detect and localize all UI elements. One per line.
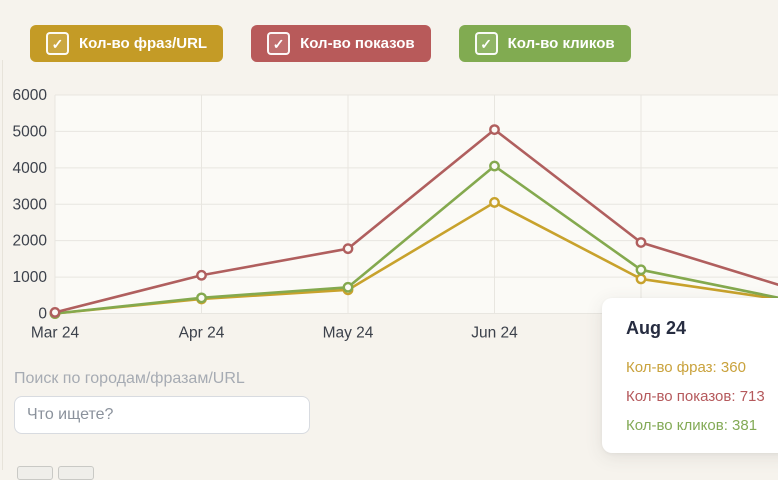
checkbox-checked-icon: ✓ [474, 32, 498, 55]
data-point-marker[interactable] [489, 160, 500, 172]
series-line-2 [53, 128, 778, 314]
search-input[interactable] [14, 396, 310, 434]
tooltip-rows: Кол-во фраз: 360 Кол-во показов: 713 Кол-в… [626, 353, 778, 440]
data-point-marker[interactable] [635, 273, 647, 285]
bottom-cutoff-button-2[interactable] [58, 466, 94, 480]
checkbox-checked-icon: ✓ [46, 32, 69, 55]
chart-tooltip: Aug 24 Кол-во фраз: 360 Кол-во показов: 7… [602, 298, 778, 453]
tooltip-row-0: Кол-во фраз: 360 [626, 359, 746, 376]
data-point-marker[interactable] [196, 269, 207, 281]
tooltip-title: Aug 24 [626, 318, 687, 338]
panel-left-border [2, 60, 3, 470]
data-point-marker[interactable] [635, 264, 647, 276]
chart-legend: ✓ Кол-во фраз/URL ✓ Кол-во показов ✓ Кол-во к… [30, 25, 631, 62]
data-point-marker[interactable] [196, 292, 207, 304]
y-tick-label: 5000 [13, 123, 48, 140]
data-point-marker[interactable] [635, 237, 647, 248]
y-tick-label: 3000 [13, 196, 48, 213]
y-tick-label: 1000 [13, 269, 48, 286]
series-line-1 [53, 164, 778, 315]
legend-toggle-1[interactable]: ✓ Кол-во показов [251, 25, 431, 62]
x-tick-label: May 24 [323, 325, 374, 342]
y-tick-label: 4000 [13, 160, 48, 177]
dashboard-panel: ✓ Кол-во фраз/URL ✓ Кол-во показов ✓ Кол-во к… [2, 25, 778, 480]
y-tick-label: 2000 [13, 233, 48, 250]
legend-label: Кол-во кликов [507, 35, 615, 52]
data-point-marker[interactable] [49, 307, 61, 318]
data-point-marker[interactable] [489, 197, 500, 208]
legend-toggle-0[interactable]: ✓ Кол-во фраз/URL [30, 25, 224, 62]
x-tick-label: Jun 24 [471, 325, 518, 342]
legend-label: Кол-во фраз/URL [79, 35, 208, 52]
data-point-marker[interactable] [342, 243, 354, 255]
y-tick-label: 0 [38, 306, 47, 323]
bottom-cutoff-button-1[interactable] [17, 466, 53, 480]
x-tick-label: Mar 24 [31, 325, 80, 342]
tooltip-row-2: Кол-во кликов: 381 [626, 417, 758, 434]
checkbox-checked-icon: ✓ [267, 32, 291, 55]
y-tick-label: 6000 [13, 87, 48, 104]
data-point-marker[interactable] [342, 281, 354, 293]
x-tick-label: Apr 24 [179, 325, 225, 342]
legend-label: Кол-во показов [300, 35, 415, 52]
search-label: Поиск по городам/фразам/URL [14, 370, 245, 387]
legend-toggle-2[interactable]: ✓ Кол-во кликов [458, 25, 631, 62]
tooltip-row-1: Кол-во показов: 713 [626, 388, 765, 405]
line-chart: 0 1000 2000 3000 4000 5000 6000 Mar 24 Apr 24 May… [13, 87, 778, 342]
data-point-marker[interactable] [489, 124, 500, 135]
